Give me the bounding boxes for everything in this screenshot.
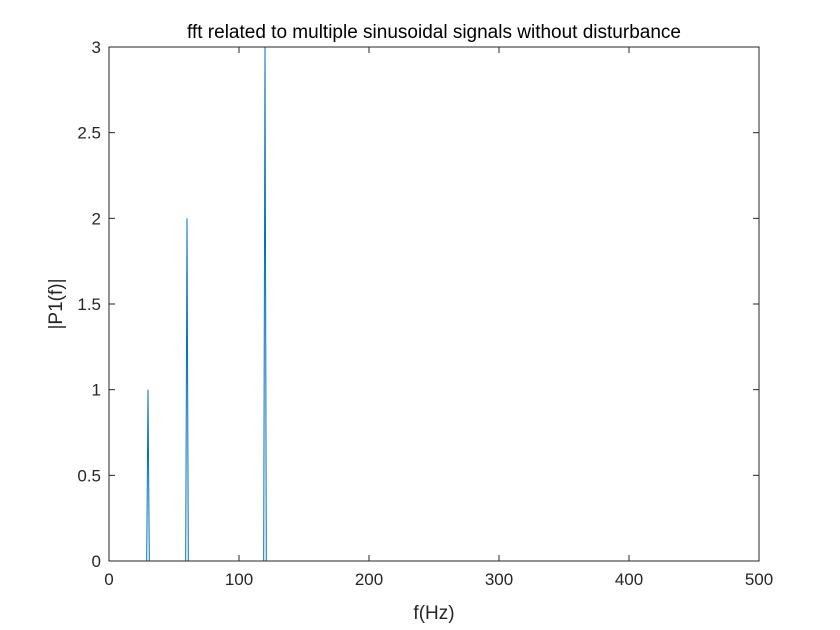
y-tick-label: 2: [92, 209, 101, 228]
y-tick-label: 0.5: [77, 466, 101, 485]
x-tick-label: 300: [485, 570, 513, 589]
ticks-layer: 0 100 200 300 400 500 0 0.5 1 1.5 2 2.5 3: [77, 38, 773, 589]
y-tick-label: 3: [92, 38, 101, 57]
series-line-0: [109, 46, 759, 562]
series-layer: [109, 46, 759, 562]
chart-title: fft related to multiple sinusoidal signa…: [187, 22, 681, 43]
x-tick-label: 200: [355, 570, 383, 589]
y-axis-label: |P1(f)|: [46, 278, 67, 329]
x-tick-label: 500: [745, 570, 773, 589]
y-tick-label: 1: [92, 381, 101, 400]
x-tick-label: 100: [225, 570, 253, 589]
y-tick-label: 1.5: [77, 295, 101, 314]
x-tick-label: 400: [615, 570, 643, 589]
y-tick-label: 2.5: [77, 124, 101, 143]
y-tick-label: 0: [92, 552, 101, 571]
plot-area-background: [109, 47, 759, 561]
x-tick-label: 0: [104, 570, 113, 589]
x-axis-label: f(Hz): [413, 603, 454, 624]
